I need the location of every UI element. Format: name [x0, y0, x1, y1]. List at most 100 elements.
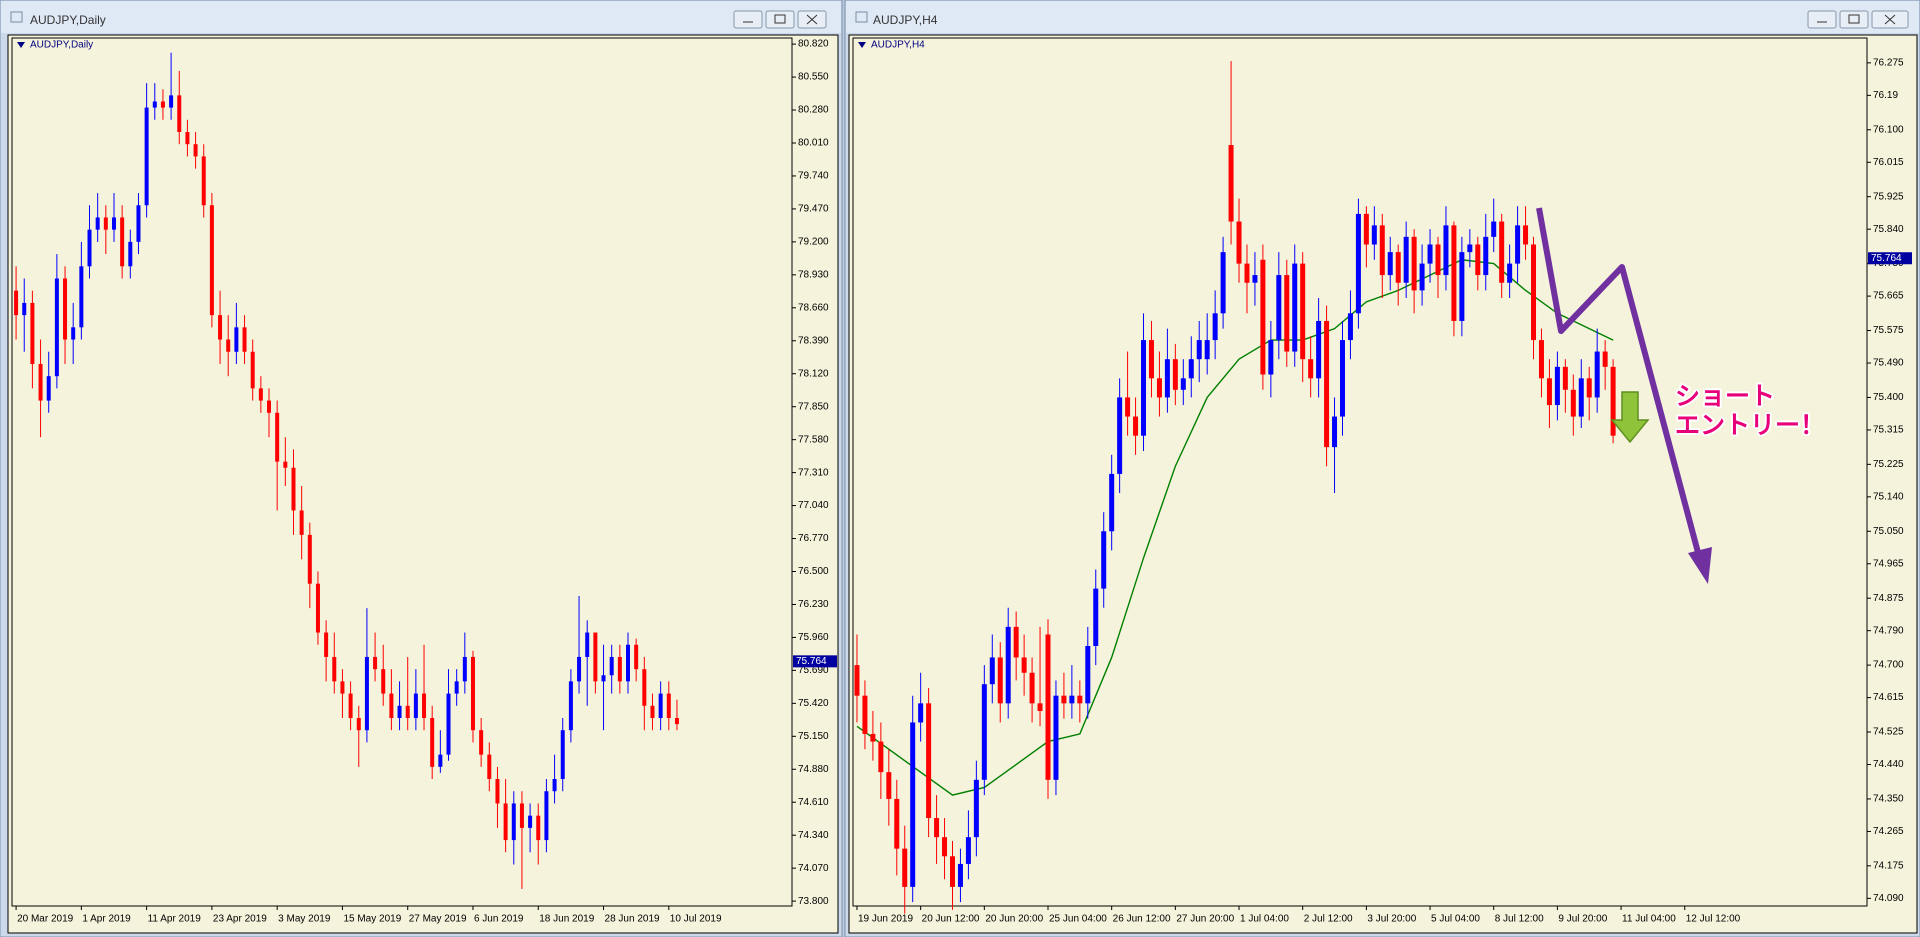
- candle-body: [1212, 313, 1218, 341]
- candle-body: [413, 693, 418, 718]
- minimize-button[interactable]: [1807, 10, 1837, 29]
- y-tick-label: 74.615: [1873, 692, 1904, 703]
- y-tick-label: 75.400: [1873, 392, 1904, 403]
- candle-body: [854, 665, 860, 696]
- candle-body: [965, 837, 971, 864]
- chart-menu-triangle[interactable]: [858, 42, 866, 48]
- candle-body: [332, 656, 337, 682]
- arrow-head: [1688, 547, 1712, 584]
- candle-body: [63, 278, 68, 340]
- candle-body: [1101, 531, 1107, 589]
- candle-body: [1196, 340, 1202, 360]
- candle-body: [446, 693, 451, 755]
- y-tick-label: 76.500: [798, 566, 829, 577]
- candle-body: [462, 656, 467, 682]
- x-tick-label: 10 Jul 2019: [670, 914, 722, 925]
- candle-body: [894, 798, 900, 849]
- candle-body: [1610, 366, 1616, 436]
- candle-body: [1347, 313, 1353, 341]
- candle-body: [560, 730, 565, 780]
- candle-body: [46, 376, 51, 401]
- candle-body: [242, 327, 247, 352]
- last-price-label: 75.764: [1871, 253, 1902, 264]
- candle-body: [103, 217, 108, 230]
- candle-body: [544, 791, 549, 841]
- candle-body: [1053, 695, 1059, 780]
- y-tick-label: 78.390: [798, 335, 829, 346]
- x-tick-label: 3 May 2019: [278, 914, 331, 925]
- candle-body: [957, 863, 963, 887]
- candle-body: [552, 779, 557, 792]
- last-price-label: 75.764: [796, 656, 827, 667]
- candle-body: [585, 632, 590, 657]
- x-tick-label: 3 Jul 20:00: [1367, 914, 1416, 925]
- x-tick-label: 1 Apr 2019: [82, 914, 131, 925]
- candle-body: [324, 632, 329, 657]
- y-tick-label: 74.610: [798, 797, 829, 808]
- x-tick-label: 25 Jun 04:00: [1049, 914, 1107, 925]
- candle-body: [674, 717, 679, 725]
- candle-body: [30, 302, 35, 364]
- drawn-arrow: [1536, 207, 1712, 584]
- candle-body: [593, 632, 598, 682]
- y-tick-label: 76.015: [1873, 157, 1904, 168]
- y-tick-label: 78.660: [798, 302, 829, 313]
- maximize-glyph: [1848, 14, 1860, 24]
- candle-body: [973, 779, 979, 838]
- candle-body: [519, 803, 524, 828]
- candle-body: [1586, 378, 1592, 398]
- candle-body: [1061, 695, 1067, 704]
- y-tick-label: 74.880: [798, 764, 829, 775]
- candle-body: [315, 583, 320, 633]
- candle-body: [949, 856, 955, 887]
- maximize-button[interactable]: [1839, 10, 1869, 29]
- candle-body: [1355, 213, 1361, 314]
- x-tick-label: 12 Jul 12:00: [1686, 914, 1741, 925]
- chart-marks: 80.820 80.550 80.280 80.010 79.740 79.470 79.2…: [14, 39, 1912, 925]
- candle-body: [1411, 236, 1417, 291]
- x-tick-label: 5 Jul 04:00: [1431, 914, 1480, 925]
- y-tick-label: 75.315: [1873, 425, 1904, 436]
- y-tick-label: 77.580: [798, 434, 829, 445]
- maximize-button[interactable]: [765, 10, 795, 29]
- chart-menu-triangle[interactable]: [17, 42, 25, 48]
- y-tick-label: 75.150: [798, 731, 829, 742]
- candle-body: [536, 815, 541, 841]
- x-tick-label: 2 Jul 12:00: [1304, 914, 1353, 925]
- y-tick-label: 76.19: [1873, 90, 1898, 101]
- y-tick-label: 80.010: [798, 138, 829, 149]
- y-tick-label: 74.340: [798, 830, 829, 841]
- candle-body: [1268, 340, 1274, 375]
- y-tick-label: 75.960: [798, 632, 829, 643]
- candle-body: [430, 717, 435, 767]
- candle-body: [910, 722, 916, 887]
- candle-body: [291, 467, 296, 511]
- candle-body: [1148, 340, 1154, 379]
- candle-body: [997, 657, 1003, 704]
- title-bar: [1, 1, 841, 33]
- candle-body: [234, 327, 239, 352]
- y-tick-label: 74.350: [1873, 794, 1904, 805]
- candle-body: [1578, 378, 1584, 417]
- window-buttons[interactable]: [1807, 10, 1909, 29]
- x-tick-label: 18 Jun 2019: [539, 914, 594, 925]
- x-tick-label: 11 Jul 04:00: [1622, 914, 1676, 925]
- candle-body: [1531, 244, 1537, 341]
- y-tick-label: 74.525: [1873, 727, 1904, 738]
- minimize-button[interactable]: [733, 10, 763, 29]
- candle-body: [1371, 225, 1377, 245]
- candle-body: [177, 95, 182, 133]
- candle-body: [1292, 263, 1298, 352]
- y-tick-label: 78.930: [798, 269, 829, 280]
- candle-body: [1435, 244, 1441, 276]
- candle-body: [626, 644, 631, 682]
- candle-body: [934, 818, 940, 838]
- candle-body: [1244, 263, 1250, 283]
- window-buttons[interactable]: [733, 10, 827, 29]
- close-glyph: [1884, 14, 1896, 25]
- candle-body: [1570, 389, 1576, 417]
- candle-body: [185, 132, 190, 145]
- candle-body: [495, 779, 500, 804]
- y-tick-label: 79.200: [798, 237, 829, 248]
